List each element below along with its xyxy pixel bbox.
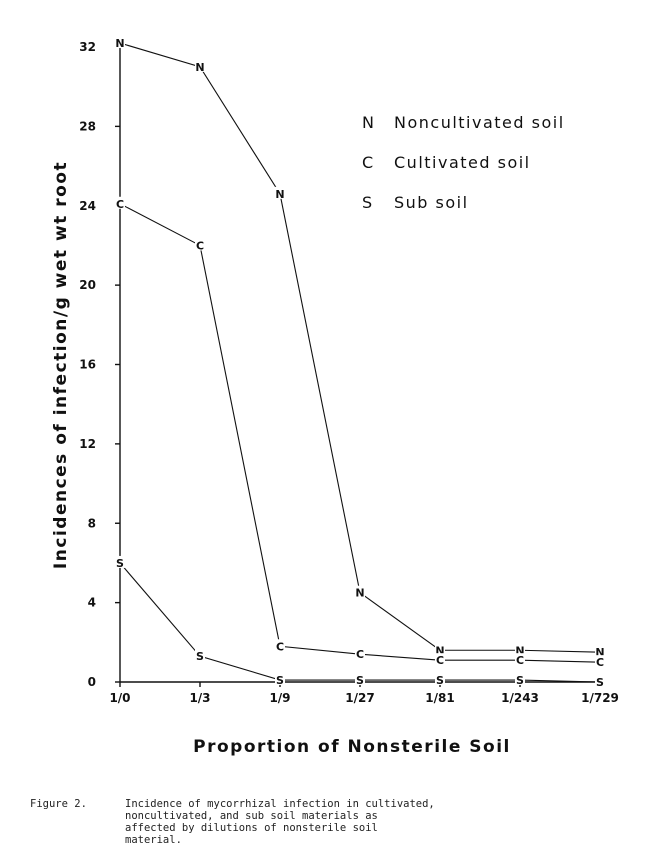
y-tick-label: 28 [79,119,96,133]
data-point-c: C [276,640,284,653]
data-point-c: C [116,198,124,211]
marker-bg [595,655,605,668]
data-point-s: S [596,676,604,689]
marker-bg [275,639,285,652]
data-point-n: N [515,644,524,657]
data-point-n: N [595,646,604,659]
y-axis: 0 4 8 12 16 20 24 28 32 [79,40,121,689]
marker-bg [115,196,125,209]
y-tick-label: 0 [88,675,96,689]
data-point-c: C [356,648,364,661]
marker-bg [595,675,605,687]
x-axis-title: Proportion of Nonsterile Soil [193,737,511,757]
data-point-s: S [356,674,364,687]
data-point-c: C [596,656,604,669]
x-tick-label: 1/0 [109,691,130,705]
marker-bg [275,186,285,199]
data-point-n: N [275,188,284,201]
data-point-s: S [516,674,524,687]
y-tick-label: 4 [88,596,96,610]
caption-label: Figure 2. [30,798,87,810]
x-tick-label: 1/729 [581,691,619,705]
series-line-n [119,42,601,653]
y-tick-label: 24 [79,199,96,213]
y-tick-label: 12 [79,437,96,451]
data-point-c: C [516,654,524,667]
marker-bg [115,36,125,49]
data-point-s: S [116,557,124,570]
legend-marker: S [362,193,374,212]
x-tick-label: 1/81 [425,691,454,705]
marker-bg [195,238,205,251]
y-tick-label: 20 [79,278,96,292]
marker-bg [355,673,365,686]
marker-bg [435,653,445,666]
marker-bg [435,673,445,686]
marker-bg [355,585,365,598]
legend-label: Noncultivated soil [394,113,565,132]
y-tick-label: 32 [79,40,96,54]
y-tick-label: 8 [88,516,96,530]
data-point-s: S [436,674,444,687]
data-point-s: S [276,674,284,687]
marker-bg [515,643,525,656]
legend-label: Cultivated soil [394,153,531,172]
x-axis: 1/0 1/3 1/9 1/27 1/81 1/243 1/729 [109,681,619,705]
caption-text: Incidence of mycorrhizal infection in cu… [125,798,435,846]
legend: N Noncultivated soil C Cultivated soil S Sub … [362,113,565,212]
data-point-n: N [435,644,444,657]
data-point-c: C [196,239,204,252]
marker-bg [355,647,365,660]
x-tick-label: 1/9 [269,691,290,705]
series-line-s [119,562,601,683]
legend-marker: N [362,113,375,132]
marker-bg [515,653,525,666]
marker-bg [595,645,605,658]
legend-label: Sub soil [394,193,469,212]
data-point-c: C [436,654,444,667]
y-axis-title: Incidences of infection/g wet wt root [51,161,71,569]
marker-bg [515,673,525,686]
marker-bg [115,555,125,568]
y-tick-label: 16 [79,358,96,372]
x-tick-label: 1/3 [189,691,210,705]
marker-bg [195,649,205,662]
marker-bg [435,643,445,656]
x-tick-label: 1/243 [501,691,539,705]
data-point-n: N [115,37,124,50]
data-point-n: N [195,61,204,74]
data-point-s: S [196,650,204,663]
marker-bg [275,673,285,686]
x-tick-label: 1/27 [345,691,374,705]
marker-bg [195,59,205,72]
data-point-n: N [355,587,364,600]
legend-marker: C [362,153,375,172]
